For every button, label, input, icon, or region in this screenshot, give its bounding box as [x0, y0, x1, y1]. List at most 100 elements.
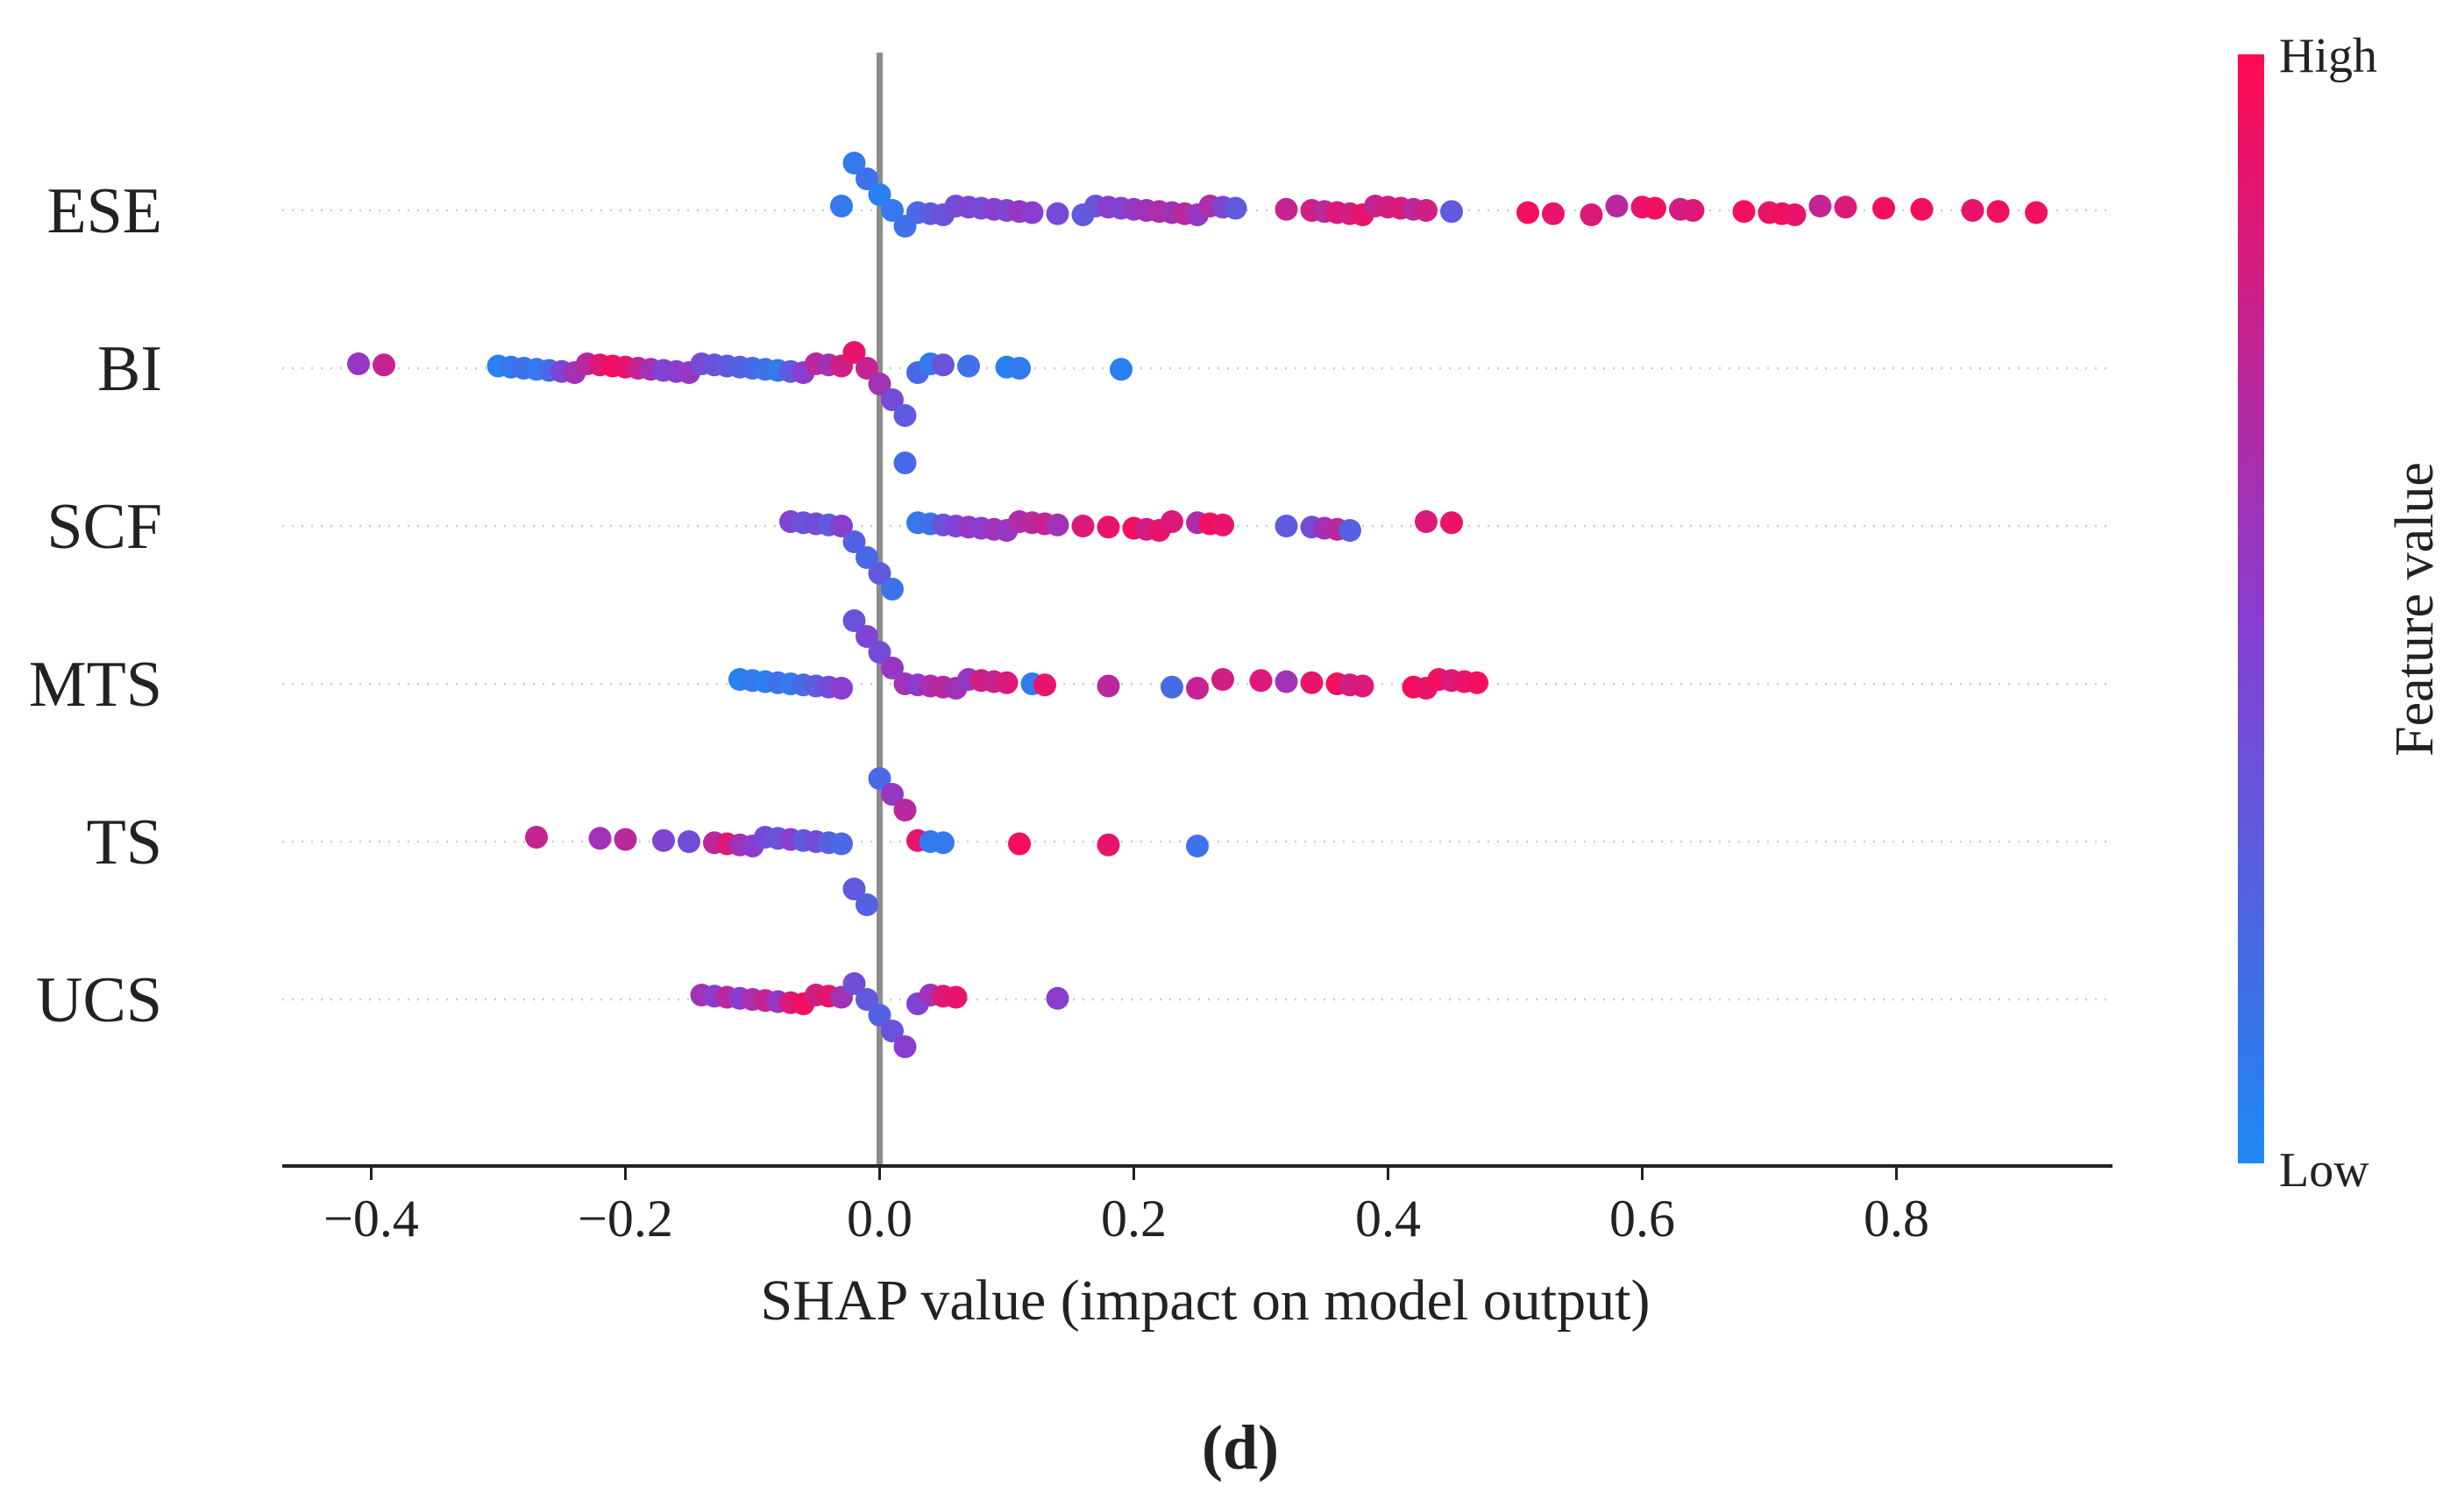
shap-point-ts — [830, 832, 853, 856]
feature-labels: ESE BI SCF MTS TS UCS — [29, 175, 162, 1036]
shap-point-mts — [1466, 671, 1488, 694]
shap-point-ese — [1681, 199, 1705, 222]
shap-point-scf — [1211, 513, 1234, 537]
shap-point-ese — [1732, 200, 1756, 224]
shap-point-scf — [1415, 510, 1438, 533]
shap-point-scf — [1339, 519, 1361, 542]
shap-point-ese — [1542, 202, 1565, 225]
shap-point-ts — [881, 783, 904, 806]
shap-point-bi — [842, 341, 866, 364]
shap-point-ese — [1910, 197, 1934, 221]
shap-point-ese — [1644, 196, 1666, 220]
shap-point-ese — [1580, 203, 1603, 226]
shap-point-bi — [893, 404, 917, 427]
feature-label-scf: SCF — [46, 491, 162, 563]
x-tick-label: 0.2 — [1101, 1190, 1167, 1248]
shap-point-mts — [1351, 674, 1374, 698]
shap-point-scf — [1161, 510, 1183, 533]
x-tick-label: 0.4 — [1355, 1190, 1421, 1248]
shap-point-ts — [1097, 833, 1120, 857]
shap-point-ese — [1415, 199, 1438, 222]
shap-point-mts — [868, 641, 891, 664]
shap-point-scf — [868, 562, 891, 585]
shap-point-mts — [995, 671, 1019, 694]
shap-point-ese — [1872, 196, 1895, 220]
shap-point-ts — [842, 878, 866, 900]
shap-point-mts — [1186, 677, 1209, 700]
colorbar-high-label: High — [2279, 29, 2377, 83]
shap-point-ts — [1186, 835, 1209, 857]
feature-label-ts: TS — [87, 807, 162, 878]
shap-point-mts — [830, 677, 853, 700]
shap-point-mts — [1097, 674, 1120, 698]
shap-point-ts — [652, 828, 675, 852]
shap-point-ucs — [842, 972, 866, 995]
shap-point-mts — [1211, 668, 1234, 691]
colorbar-low-label: Low — [2279, 1143, 2369, 1198]
shap-point-ese — [881, 199, 904, 222]
shap-point-bi — [1008, 357, 1031, 380]
shap-point-scf — [1046, 513, 1069, 537]
shap-point-ucs — [881, 1020, 904, 1042]
shap-point-ese — [830, 195, 853, 217]
x-ticks: −0.4 −0.2 0.0 0.2 0.4 0.6 0.8 — [323, 1166, 1929, 1248]
shap-point-ts — [856, 893, 878, 916]
x-tick-label: 0.0 — [847, 1190, 912, 1248]
x-axis-title: SHAP value (impact on model output) — [761, 1269, 1651, 1333]
shap-point-ts — [525, 826, 548, 849]
colorbar — [2238, 54, 2264, 1163]
shap-point-mts — [1300, 671, 1324, 694]
shap-point-ese — [1516, 201, 1539, 224]
x-tick-label: −0.4 — [323, 1190, 419, 1248]
shap-point-ucs — [868, 1004, 891, 1027]
shap-point-bi — [373, 353, 395, 377]
shap-point-ese — [1046, 202, 1069, 225]
feature-label-ucs: UCS — [36, 964, 162, 1036]
feature-label-mts: MTS — [29, 649, 162, 721]
x-tick-label: 0.8 — [1864, 1190, 1929, 1248]
shap-point-ts — [588, 827, 612, 850]
shap-point-scf — [1097, 515, 1120, 539]
points-layer — [347, 152, 2048, 1058]
shap-point-ts — [1008, 832, 1031, 856]
shap-point-ese — [1808, 195, 1832, 217]
shap-point-bi — [868, 373, 891, 395]
shap-point-ucs — [944, 985, 968, 1009]
shap-point-ese — [842, 152, 866, 174]
shap-point-bi — [1110, 358, 1133, 381]
shap-point-ese — [1834, 196, 1857, 219]
shap-point-mts — [1275, 670, 1298, 693]
shap-point-scf — [830, 515, 853, 537]
shap-point-ts — [614, 828, 637, 851]
shap-point-ucs — [856, 988, 878, 1011]
shap-point-ese — [1224, 196, 1247, 220]
panel-label: (d) — [1202, 1412, 1279, 1482]
shap-point-scf — [856, 546, 878, 569]
shap-point-ucs — [1046, 986, 1069, 1010]
shap-point-bi — [347, 352, 370, 375]
shap-point-mts — [856, 625, 878, 648]
shap-point-mts — [1033, 673, 1056, 697]
feature-gridlines — [282, 209, 2113, 1001]
shap-point-scf — [893, 451, 917, 474]
shap-point-ts — [678, 830, 700, 853]
shap-point-ese — [2025, 201, 2048, 224]
shap-point-scf — [1275, 515, 1298, 537]
shap-point-scf — [842, 530, 866, 553]
feature-label-ese: ESE — [46, 175, 162, 247]
feature-label-bi: BI — [97, 333, 162, 405]
shap-point-ese — [1986, 200, 2010, 224]
shap-point-scf — [1071, 515, 1095, 537]
shap-point-bi — [957, 354, 980, 378]
shap-point-ese — [868, 183, 891, 206]
shap-point-mts — [842, 609, 866, 632]
shap-point-mts — [1161, 675, 1183, 699]
shap-point-ese — [856, 167, 878, 190]
shap-point-ts — [893, 799, 917, 821]
shap-point-ese — [1440, 200, 1463, 224]
x-tick-label: −0.2 — [578, 1190, 673, 1248]
shap-point-ese — [1605, 195, 1629, 217]
x-tick-label: 0.6 — [1609, 1190, 1675, 1248]
